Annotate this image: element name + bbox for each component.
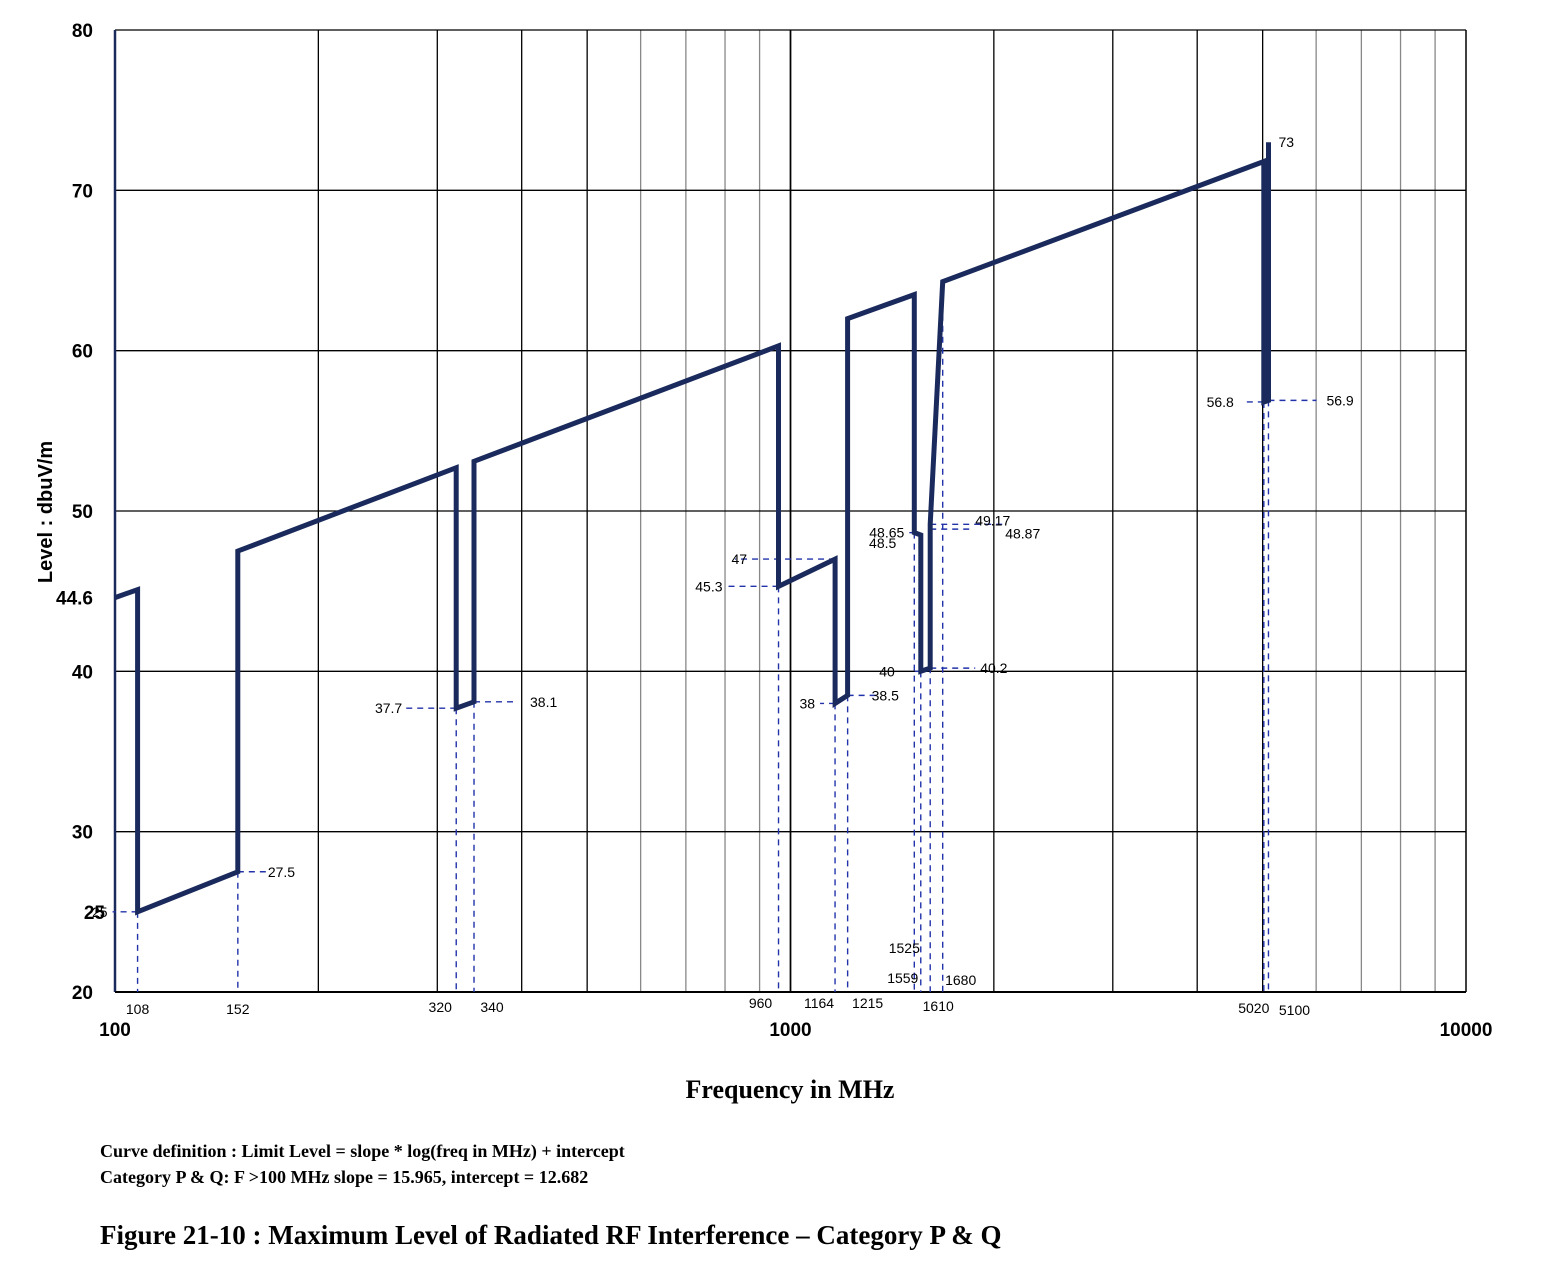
y-tick-label: 30 xyxy=(72,823,93,844)
chart: 20 25 30 40 44.6 50 60 70 80 100 1000 10000 108 152 32… xyxy=(35,21,1492,1104)
level-annotation: 45.3 xyxy=(695,578,722,594)
y-tick-label: 50 xyxy=(72,502,93,523)
level-annotation: 37.7 xyxy=(375,700,402,716)
x-tick-label: 100 xyxy=(99,1020,131,1041)
y-axis-title: Level : dbuV/m xyxy=(35,441,57,583)
x-axis-title: Frequency in MHz xyxy=(686,1075,895,1104)
frequency-marker-label: 1559 xyxy=(887,970,918,986)
curve-definition-line-2: Category P & Q: F >100 MHz slope = 15.96… xyxy=(100,1167,589,1187)
x-tick-label: 10000 xyxy=(1440,1020,1493,1041)
labels: 20 25 30 40 44.6 50 60 70 80 100 1000 10000 108 152 32… xyxy=(56,21,1492,1041)
level-annotation: 56.9 xyxy=(1326,392,1353,408)
level-annotation: 47 xyxy=(731,551,747,567)
frequency-marker-label: 1610 xyxy=(923,998,954,1014)
level-annotation: 48.87 xyxy=(1005,525,1040,541)
level-annotation: 73 xyxy=(1278,134,1294,150)
y-tick-label: 60 xyxy=(72,342,93,363)
frequency-marker-label: 320 xyxy=(429,999,453,1015)
figure-title: Figure 21-10 : Maximum Level of Radiated… xyxy=(100,1220,1002,1250)
level-annotation: 48.5 xyxy=(869,535,896,551)
limit-curve xyxy=(114,142,1271,916)
x-tick-label: 1000 xyxy=(769,1020,811,1041)
curve-definition-line-1: Curve definition : Limit Level = slope *… xyxy=(100,1141,625,1161)
guide-lines xyxy=(112,281,1317,992)
frequency-marker-label: 1215 xyxy=(852,995,883,1011)
level-annotation: 25 xyxy=(92,904,108,920)
frequency-marker-label: 1525 xyxy=(889,940,920,956)
level-annotation: 56.8 xyxy=(1207,394,1234,410)
limit-curve-line xyxy=(114,142,1271,916)
frequency-marker-label: 1680 xyxy=(945,972,976,988)
frequency-marker-label: 5100 xyxy=(1279,1002,1310,1018)
frequency-marker-label: 108 xyxy=(126,1001,150,1017)
frequency-marker-label: 340 xyxy=(480,999,504,1015)
y-tick-label: 70 xyxy=(72,181,93,202)
y-tick-label: 80 xyxy=(72,21,93,42)
y-tick-label: 40 xyxy=(72,662,93,683)
frequency-marker-label: 960 xyxy=(749,995,773,1011)
frequency-marker-label: 1164 xyxy=(804,995,834,1011)
level-annotation: 40.2 xyxy=(980,660,1007,676)
level-annotation: 48.65 xyxy=(869,525,904,541)
level-annotation: 49.17 xyxy=(975,513,1010,529)
frequency-marker-label: 5020 xyxy=(1238,1000,1269,1016)
level-annotation: 40 xyxy=(879,663,895,679)
level-annotation: 38.5 xyxy=(872,687,899,703)
grid xyxy=(113,29,1467,993)
curve-definition: Curve definition : Limit Level = slope *… xyxy=(100,1138,625,1190)
frequency-marker-label: 152 xyxy=(226,1001,250,1017)
y-tick-label: 20 xyxy=(72,983,93,1004)
y-tick-label: 25 xyxy=(84,903,106,924)
level-annotation: 38.1 xyxy=(530,694,557,710)
level-annotation: 38 xyxy=(799,695,815,711)
level-annotation: 27.5 xyxy=(268,864,295,880)
limit-curve-band xyxy=(1263,161,1269,402)
y-tick-label: 44.6 xyxy=(56,589,93,610)
